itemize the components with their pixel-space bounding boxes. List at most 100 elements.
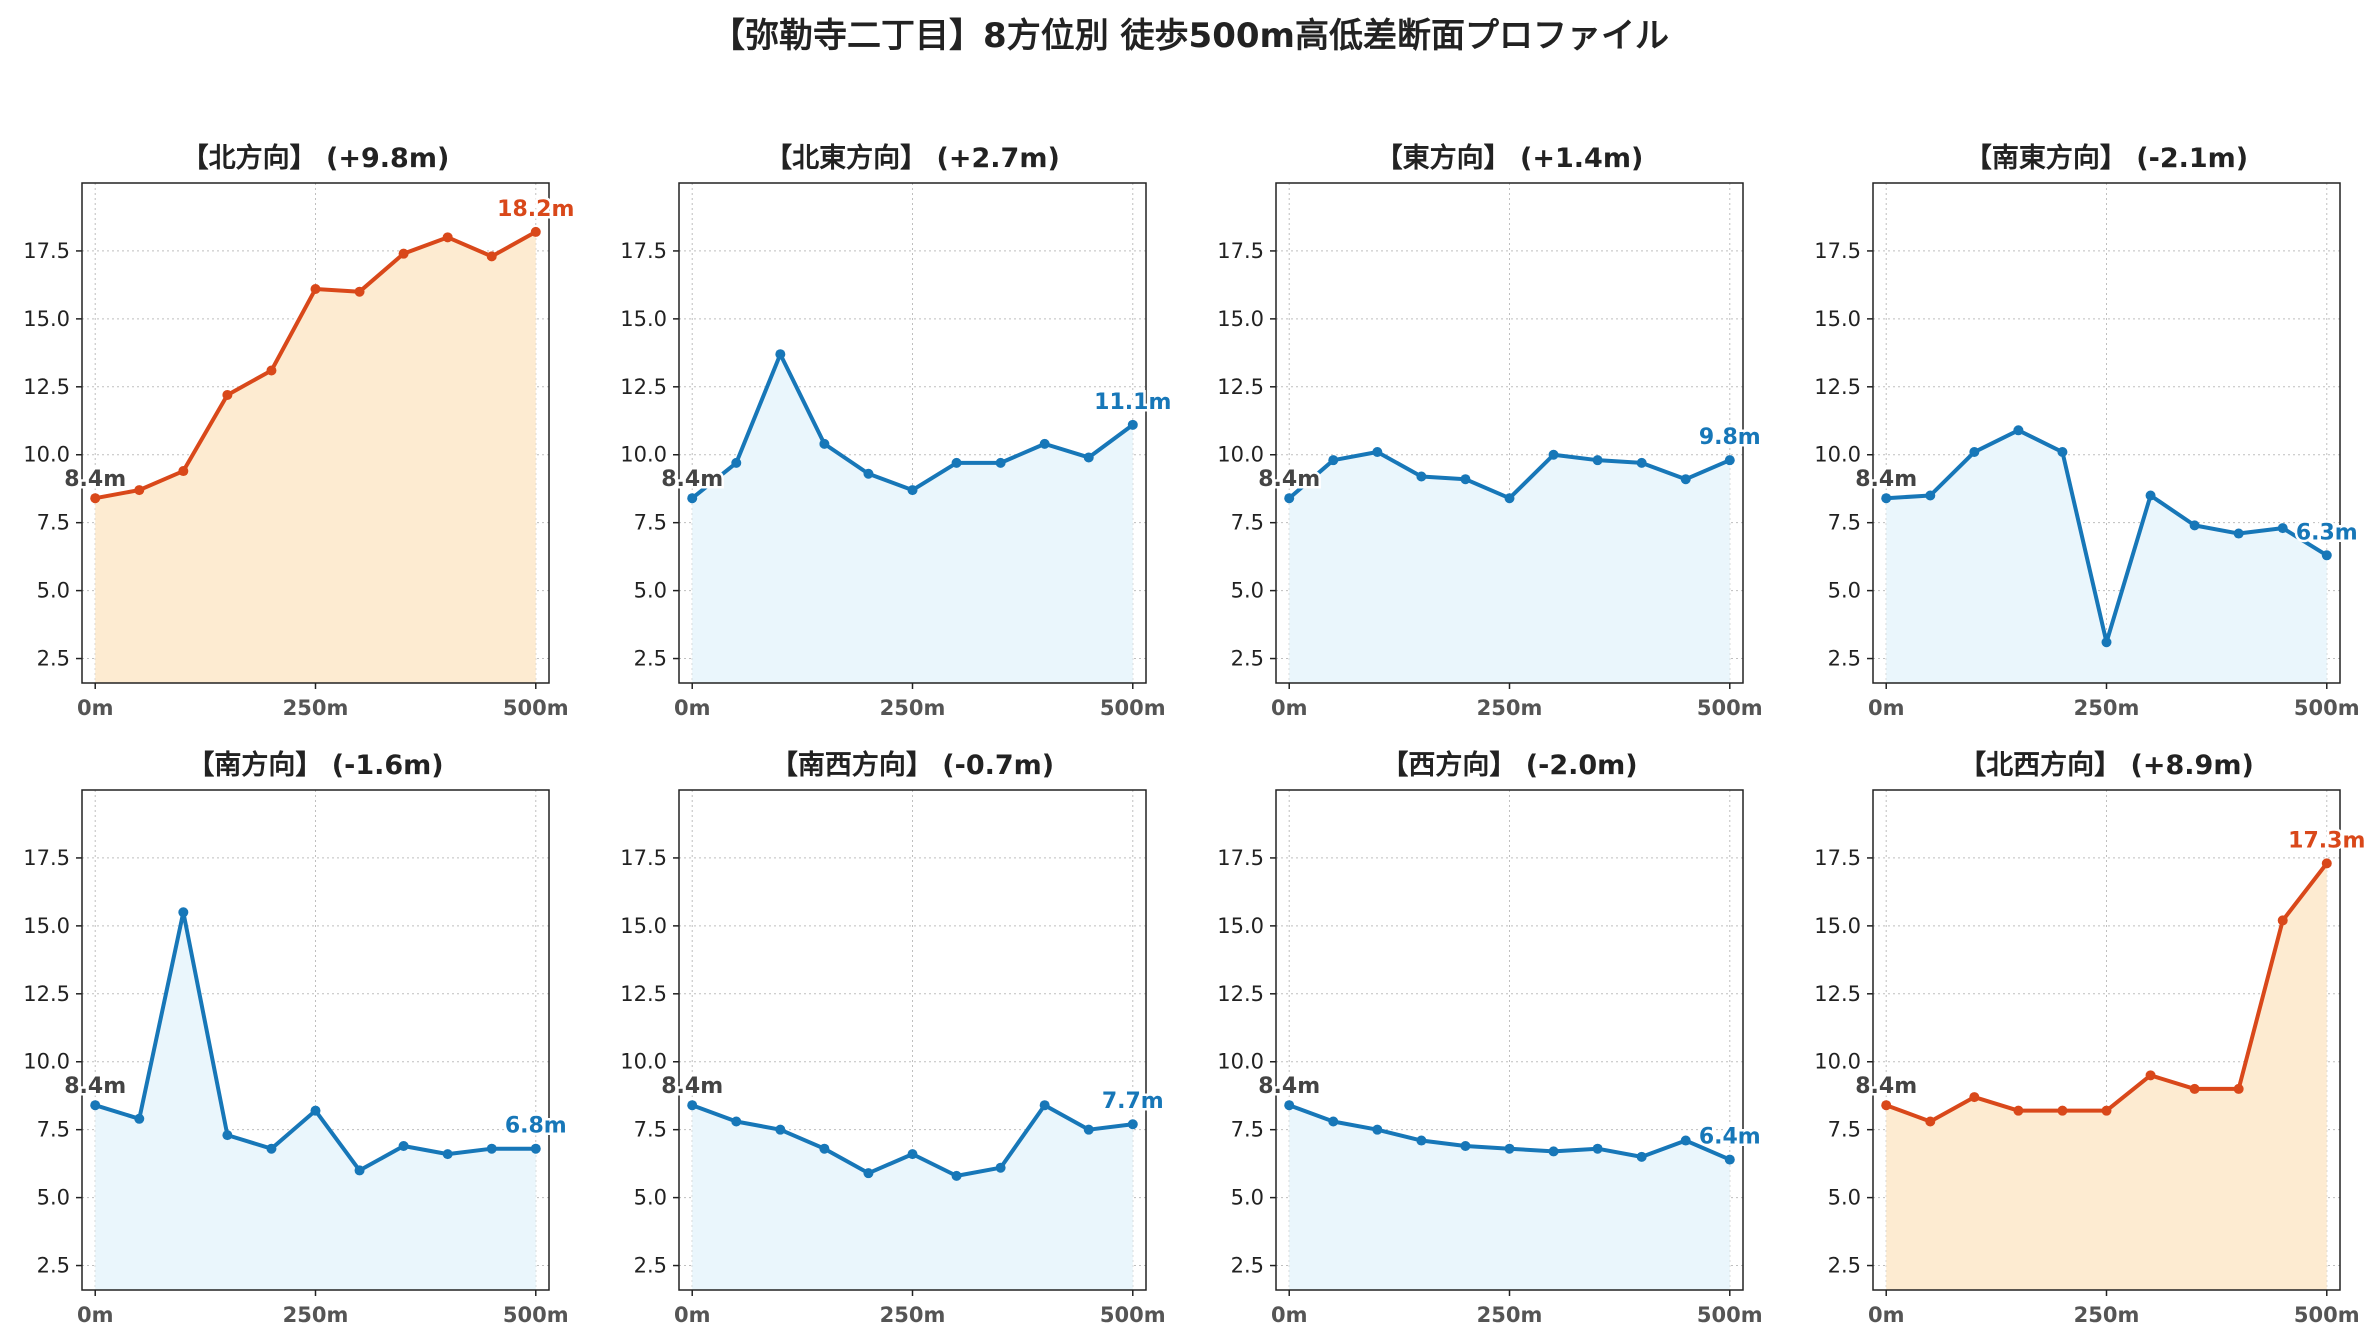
area-fill <box>1886 430 2327 683</box>
area-fill <box>95 231 536 684</box>
data-point <box>1592 455 1603 466</box>
area-fill <box>1289 452 1730 683</box>
data-point <box>1372 1124 1383 1135</box>
data-point <box>863 1168 874 1179</box>
subplot-5: 【南西方向】 (-0.7m) 2.5 5.0 7.5 10.0 12.5 15.0 17.5 0… <box>620 749 1166 1327</box>
area-fill <box>692 354 1133 683</box>
x-tick-label: 500m <box>2294 1303 2360 1327</box>
data-point <box>134 1113 145 1124</box>
data-point <box>2057 1105 2068 1116</box>
data-point <box>1039 1100 1050 1111</box>
y-tick-label: 12.5 <box>1217 375 1264 399</box>
data-point <box>1680 1135 1691 1146</box>
x-tick-label: 250m <box>880 696 946 720</box>
data-point <box>178 907 189 918</box>
data-point <box>1548 1146 1559 1157</box>
y-tick-label: 7.5 <box>37 1118 70 1142</box>
y-tick-label: 12.5 <box>23 375 70 399</box>
y-tick-label: 15.0 <box>1814 307 1861 331</box>
data-point <box>1925 1116 1936 1127</box>
y-tick-label: 15.0 <box>1217 914 1264 938</box>
end-elevation-label: 6.8m <box>505 1114 567 1139</box>
y-tick-label: 5.0 <box>634 1186 667 1210</box>
data-point <box>1284 493 1295 504</box>
area-fill <box>692 1105 1133 1290</box>
y-tick-label: 10.0 <box>1814 1050 1861 1074</box>
y-tick-label: 12.5 <box>1217 982 1264 1006</box>
data-point <box>687 493 698 504</box>
x-tick-label: 250m <box>1477 696 1543 720</box>
data-point <box>1881 1100 1892 1111</box>
x-tick-label: 250m <box>1477 1303 1543 1327</box>
y-tick-label: 17.5 <box>1217 239 1264 263</box>
data-point <box>310 283 321 294</box>
data-point <box>530 1143 541 1154</box>
start-elevation-label: 8.4m <box>1855 1074 1917 1099</box>
x-tick-label: 250m <box>2074 1303 2140 1327</box>
subplot-title: 【南方向】 (-1.6m) <box>187 749 443 781</box>
data-point <box>863 468 874 479</box>
data-point <box>90 493 101 504</box>
y-tick-label: 17.5 <box>1814 846 1861 870</box>
data-point <box>530 226 541 237</box>
subplot-0: 【北方向】 (+9.8m) 2.5 5.0 7.5 10.0 12.5 15.0 17.5 0m… <box>23 142 577 720</box>
data-point <box>731 1116 742 1127</box>
end-elevation-label: 11.1m <box>1094 390 1171 415</box>
data-point <box>1416 471 1427 482</box>
data-point <box>222 1130 233 1141</box>
x-tick-label: 250m <box>283 696 349 720</box>
subplot-3: 【南東方向】 (-2.1m) 2.5 5.0 7.5 10.0 12.5 15.0 17.5 0… <box>1814 142 2360 720</box>
data-point <box>2145 490 2156 501</box>
data-point <box>2189 1083 2200 1094</box>
y-tick-label: 2.5 <box>37 647 70 671</box>
y-tick-label: 5.0 <box>1828 1186 1861 1210</box>
data-point <box>907 1149 918 1160</box>
data-point <box>1680 474 1691 485</box>
data-point <box>2145 1070 2156 1081</box>
start-elevation-label: 8.4m <box>661 467 723 492</box>
y-tick-label: 15.0 <box>1814 914 1861 938</box>
subplot-title: 【西方向】 (-2.0m) <box>1381 749 1637 781</box>
data-point <box>90 1100 101 1111</box>
data-point <box>1416 1135 1427 1146</box>
subplot-7: 【北西方向】 (+8.9m) 2.5 5.0 7.5 10.0 12.5 15.0 17.5 0… <box>1814 749 2368 1327</box>
data-point <box>731 457 742 468</box>
data-point <box>1460 1140 1471 1151</box>
y-tick-label: 10.0 <box>620 443 667 467</box>
end-elevation-label: 17.3m <box>2288 828 2365 853</box>
data-point <box>178 466 189 477</box>
subplot-title: 【北西方向】 (+8.9m) <box>1959 749 2254 781</box>
data-point <box>1328 1116 1339 1127</box>
y-tick-label: 7.5 <box>634 1118 667 1142</box>
data-point <box>2057 447 2068 458</box>
x-tick-label: 0m <box>1271 696 1308 720</box>
subplot-4: 【南方向】 (-1.6m) 2.5 5.0 7.5 10.0 12.5 15.0 17.5 0m… <box>23 749 569 1327</box>
x-tick-label: 500m <box>1100 1303 1166 1327</box>
data-point <box>951 457 962 468</box>
data-point <box>1724 455 1735 466</box>
data-point <box>2277 915 2288 926</box>
data-point <box>1548 449 1559 460</box>
y-tick-label: 5.0 <box>1231 579 1264 603</box>
data-point <box>2189 520 2200 531</box>
data-point <box>266 365 277 376</box>
data-point <box>1636 1151 1647 1162</box>
x-tick-label: 250m <box>2074 696 2140 720</box>
y-tick-label: 10.0 <box>1217 443 1264 467</box>
subplot-1: 【北東方向】 (+2.7m) 2.5 5.0 7.5 10.0 12.5 15.0 17.5 0… <box>620 142 1174 720</box>
data-point <box>2233 1083 2244 1094</box>
data-point <box>354 286 365 297</box>
data-point <box>687 1100 698 1111</box>
data-point <box>222 389 233 400</box>
x-tick-label: 500m <box>1697 696 1763 720</box>
y-tick-label: 10.0 <box>1814 443 1861 467</box>
data-point <box>2101 637 2112 648</box>
data-point <box>1881 493 1892 504</box>
end-elevation-label: 18.2m <box>497 197 574 222</box>
y-tick-label: 5.0 <box>634 579 667 603</box>
figure-title: 【弥勒寺二丁目】8方位別 徒歩500m高低差断面プロファイル <box>711 16 1669 56</box>
subplot-title: 【南西方向】 (-0.7m) <box>771 749 1054 781</box>
end-elevation-label: 6.3m <box>2296 520 2358 545</box>
data-point <box>995 1162 1006 1173</box>
